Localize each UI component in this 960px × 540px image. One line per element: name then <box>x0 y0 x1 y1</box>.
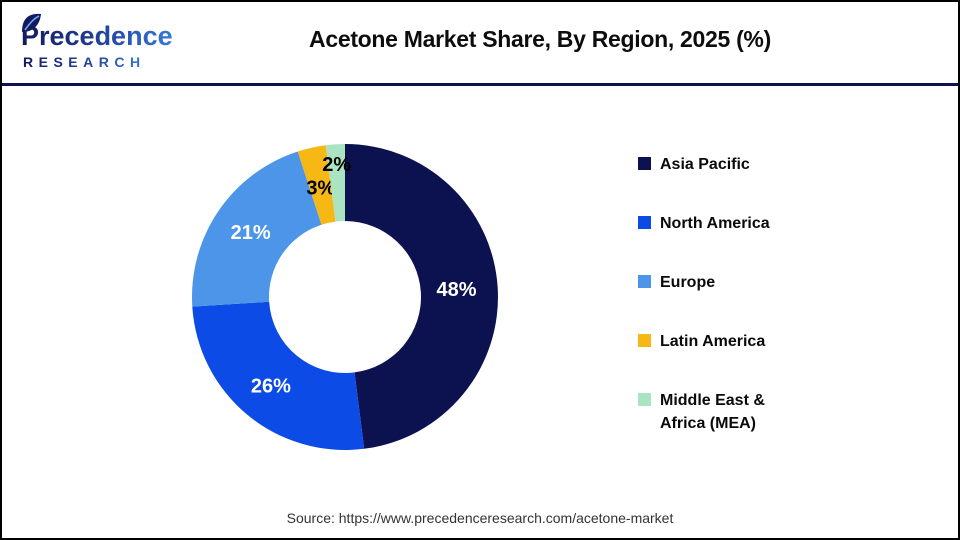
chart-title: Acetone Market Share, By Region, 2025 (%… <box>309 26 771 52</box>
leaf-vein-icon <box>24 15 40 31</box>
legend-swatch-north-america <box>638 216 651 229</box>
slice-label-north-america: 26% <box>251 376 291 398</box>
legend-swatch-latin-america <box>638 334 651 347</box>
donut-chart: 48% 26% 21% 3%2% <box>191 144 498 450</box>
legend-item-north-america: North America <box>638 212 808 235</box>
chart-legend: Asia Pacific North America Europe Latin Ame… <box>638 153 808 471</box>
legend-item-europe: Europe <box>638 271 808 294</box>
legend-label-europe: Europe <box>660 274 716 291</box>
legend-label-north-america: North America <box>660 215 770 232</box>
source-text: Source: https://www.precedenceresearch.c… <box>286 510 674 526</box>
header: Precedence RESEARCH Acetone Market Share… <box>2 2 958 83</box>
legend-swatch-europe <box>638 275 651 288</box>
header-divider <box>2 83 958 86</box>
legend-item-middle-east-africa-mea: Middle East & Africa (MEA) <box>638 389 808 435</box>
pie-slice-latin-america <box>297 145 336 225</box>
slice-label-asia-pacific: 48% <box>436 279 476 301</box>
pie-slice-asia-pacific <box>345 144 498 449</box>
slice-label-middle-east-africa-mea: 2% <box>322 154 351 176</box>
pie-slice-europe <box>191 151 322 307</box>
precedence-research-logo: Precedence RESEARCH <box>21 13 173 70</box>
pie-slice-north-america <box>192 301 365 450</box>
legend-item-latin-america: Latin America <box>638 330 808 353</box>
legend-label-latin-america: Latin America <box>660 333 766 350</box>
legend-swatch-asia-pacific <box>638 157 651 170</box>
logo-subtext: RESEARCH <box>23 54 146 70</box>
legend-label-middle-east-africa-mea: Middle East & Africa (MEA) <box>660 392 765 432</box>
slice-label-latin-america: 3% <box>306 178 335 200</box>
logo-wordmark: Precedence <box>21 21 173 51</box>
legend-item-asia-pacific: Asia Pacific <box>638 153 808 176</box>
slice-label-europe: 21% <box>231 222 271 244</box>
pie-slice-middle-east-africa-mea <box>325 144 345 222</box>
legend-swatch-middle-east-africa-mea <box>638 393 651 406</box>
legend-label-asia-pacific: Asia Pacific <box>660 156 750 173</box>
